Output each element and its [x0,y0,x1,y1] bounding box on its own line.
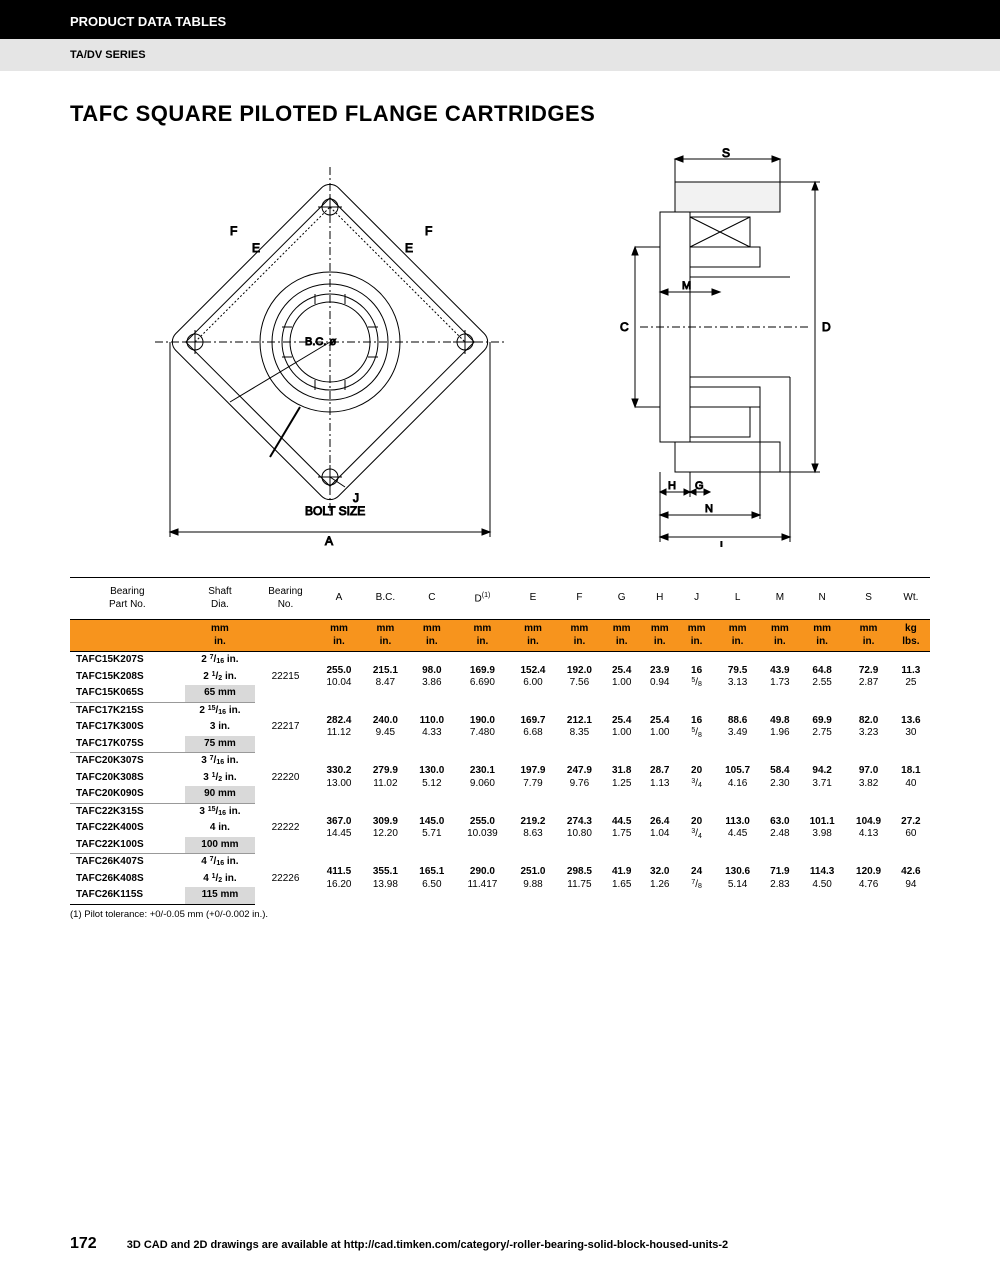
unit-header: mmin. [556,620,602,652]
svg-text:E: E [252,241,260,255]
table-row: TAFC15K207S2 7/16 in.22215255.010.04215.… [70,652,930,669]
table-row: TAFC20K307S3 7/16 in.22220330.213.00279.… [70,753,930,770]
col-header: B.C. [362,578,408,620]
unit-header: mmin. [714,620,760,652]
unit-header: kglbs. [892,620,930,652]
col-header: Wt. [892,578,930,620]
svg-text:D: D [822,320,831,334]
svg-text:G: G [695,480,704,492]
col-header: G [603,578,641,620]
unit-header: mmin. [679,620,715,652]
col-header: N [799,578,845,620]
table-row: TAFC22K315S3 15/16 in.22222367.014.45309… [70,803,930,820]
col-header: E [510,578,556,620]
col-header: BearingNo. [255,578,316,620]
svg-text:A: A [325,534,333,547]
unit-header [70,620,185,652]
svg-text:F: F [230,224,237,238]
svg-text:F: F [425,224,432,238]
footer-text: 3D CAD and 2D drawings are available at … [127,1239,728,1251]
unit-header: mmin. [845,620,891,652]
technical-diagram: F E F E B.C. ø J BOLT SIZE A [70,147,930,547]
page-footer: 172 3D CAD and 2D drawings are available… [0,1235,1000,1253]
col-header: ShaftDia. [185,578,256,620]
col-header: M [761,578,799,620]
svg-text:BOLT SIZE: BOLT SIZE [305,504,365,518]
unit-header: mmin. [603,620,641,652]
header-section: PRODUCT DATA TABLES [0,0,1000,39]
svg-text:L: L [720,540,726,547]
table-row: TAFC17K215S2 15/16 in.22217282.411.12240… [70,702,930,719]
col-header: S [845,578,891,620]
unit-header: mmin. [316,620,362,652]
unit-header: mmin. [362,620,408,652]
col-header: BearingPart No. [70,578,185,620]
page-title: TAFC SQUARE PILOTED FLANGE CARTRIDGES [70,101,930,127]
col-header: A [316,578,362,620]
unit-header: mmin. [641,620,679,652]
col-header: H [641,578,679,620]
page-number: 172 [70,1235,97,1253]
svg-text:H: H [668,480,676,492]
col-header: D(1) [455,578,510,620]
unit-header: mmin. [510,620,556,652]
series-label: TA/DV SERIES [0,39,1000,71]
col-header: C [409,578,455,620]
svg-text:E: E [405,241,413,255]
unit-header: mmin. [185,620,256,652]
svg-text:C: C [620,320,629,334]
table-row: TAFC26K407S4 7/16 in.22226411.516.20355.… [70,854,930,871]
unit-header: mmin. [409,620,455,652]
col-header: F [556,578,602,620]
footnote: (1) Pilot tolerance: +0/-0.05 mm (+0/-0.… [70,909,930,920]
unit-header [255,620,316,652]
svg-text:B.C. ø: B.C. ø [305,336,336,348]
svg-text:N: N [705,503,713,515]
svg-text:J: J [353,491,359,505]
unit-header: mmin. [455,620,510,652]
data-table: BearingPart No.ShaftDia.BearingNo.AB.C.C… [70,577,930,905]
col-header: L [714,578,760,620]
col-header: J [679,578,715,620]
svg-text:S: S [722,147,730,160]
unit-header: mmin. [761,620,799,652]
svg-text:M: M [682,280,691,292]
unit-header: mmin. [799,620,845,652]
